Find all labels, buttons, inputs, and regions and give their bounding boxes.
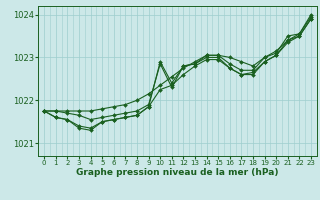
X-axis label: Graphe pression niveau de la mer (hPa): Graphe pression niveau de la mer (hPa) [76,168,279,177]
